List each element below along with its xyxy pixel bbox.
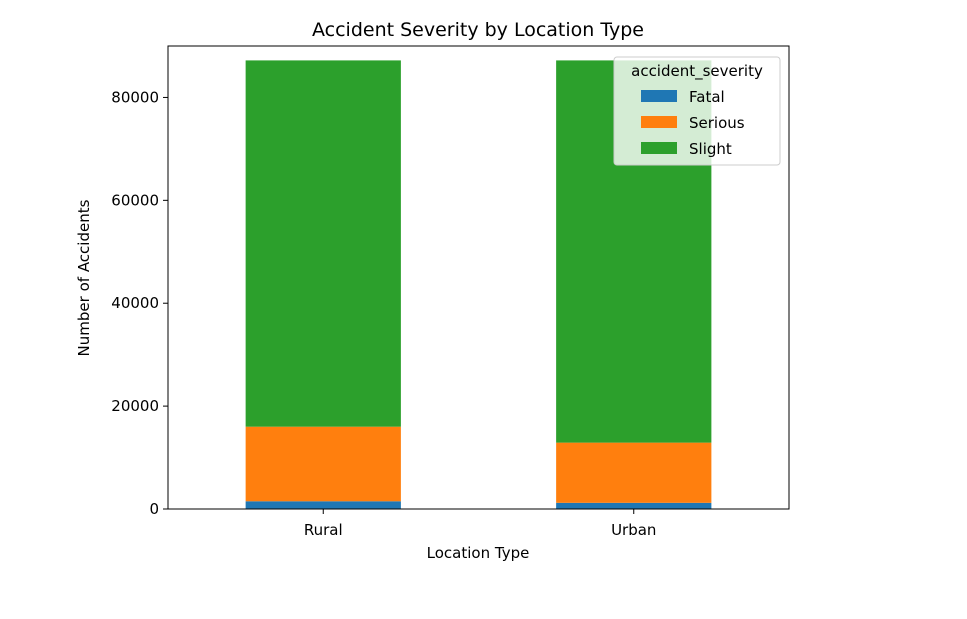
legend-box xyxy=(613,56,781,166)
x-axis-label: Location Type xyxy=(427,544,530,562)
x-axis-ticks: Rural Urban xyxy=(304,509,656,539)
bar-rural-serious xyxy=(245,426,401,502)
bar-rural-fatal xyxy=(245,501,401,509)
y-tick-label: 20000 xyxy=(111,397,159,415)
legend-swatch-serious xyxy=(641,116,677,128)
y-tick-label: 80000 xyxy=(111,88,159,106)
legend-swatch-slight xyxy=(641,142,677,154)
plot-frame xyxy=(167,45,790,510)
legend-label-slight: Slight xyxy=(689,140,732,158)
legend-swatch-fatal xyxy=(641,90,677,102)
y-axis-label: Number of Accidents xyxy=(75,199,93,356)
legend-label-fatal: Fatal xyxy=(689,88,725,106)
legend-title: accident_severity xyxy=(631,62,763,81)
legend: accident_severity Fatal Serious Slight xyxy=(613,56,781,166)
y-tick-label: 60000 xyxy=(111,191,159,209)
chart-title: Accident Severity by Location Type xyxy=(312,19,644,41)
legend-label-serious: Serious xyxy=(689,114,745,132)
bar-rural-slight xyxy=(245,60,401,427)
bars-layer xyxy=(245,60,712,509)
y-axis-ticks: 0 20000 40000 60000 80000 xyxy=(111,88,168,518)
x-tick-label-urban: Urban xyxy=(611,521,656,539)
y-tick-label: 40000 xyxy=(111,294,159,312)
bar-urban-fatal xyxy=(556,502,712,509)
bar-urban-serious xyxy=(556,442,712,503)
y-tick-label: 0 xyxy=(149,500,159,518)
legend-entries: Fatal Serious Slight xyxy=(641,88,745,158)
x-tick-label-rural: Rural xyxy=(304,521,343,539)
